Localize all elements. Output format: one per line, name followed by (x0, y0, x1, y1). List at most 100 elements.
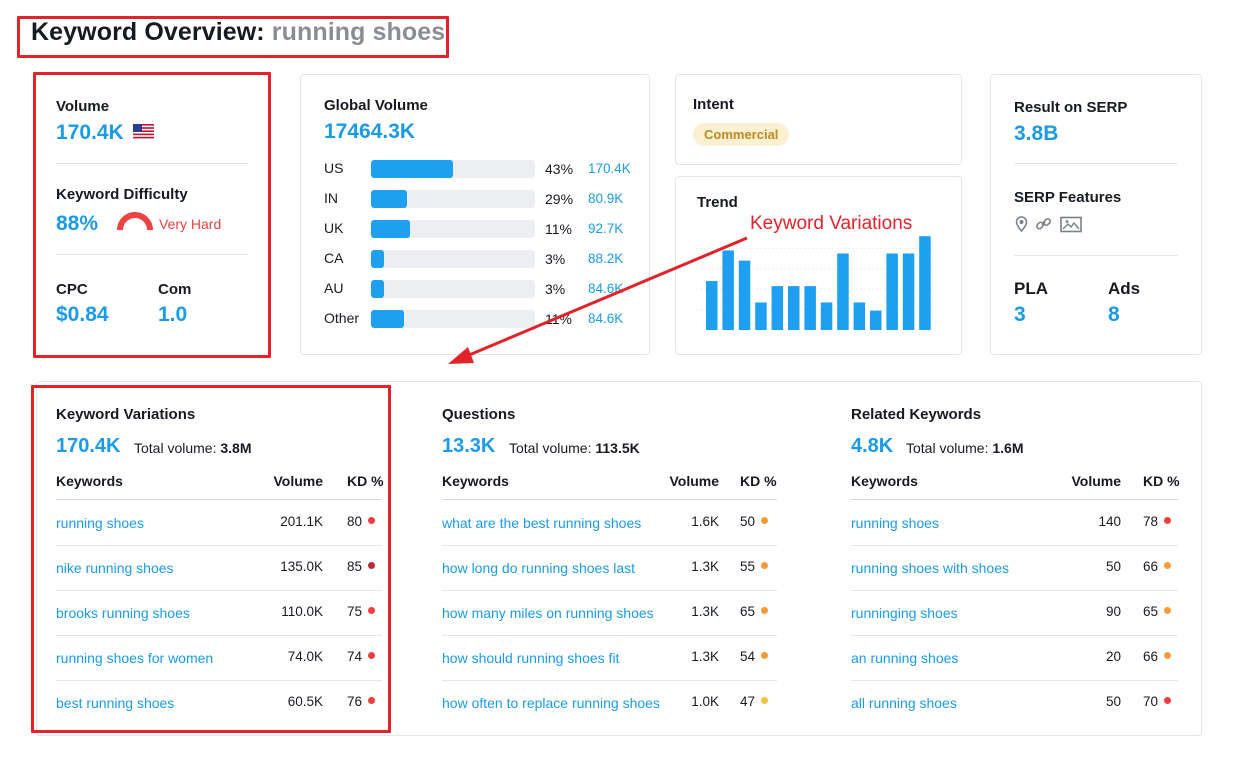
com-label: Com (158, 281, 192, 298)
keyword-volume: 90 (1105, 604, 1121, 619)
keyword-link[interactable]: how should running shoes fit (442, 650, 620, 666)
trend-bar[interactable] (771, 286, 784, 330)
country-code: UK (324, 220, 344, 236)
column-header-volume[interactable]: Volume (1071, 473, 1121, 489)
keyword-kd: 50 (740, 514, 756, 529)
cpc-label: CPC (56, 281, 88, 298)
trend-bar[interactable] (722, 250, 734, 330)
keyword-volume: 20 (1105, 649, 1121, 664)
keyword-link[interactable]: what are the best running shoes (442, 515, 642, 531)
serp-features-label: SERP Features (1014, 189, 1122, 206)
table-title: Questions (442, 406, 516, 423)
trend-bar[interactable] (919, 236, 931, 330)
keyword-volume: 110.0K (281, 604, 323, 619)
country-code: AU (324, 280, 344, 296)
trend-bar[interactable] (820, 302, 833, 330)
annotation-label: Keyword Variations (750, 213, 913, 234)
keyword-link[interactable]: an running shoes (851, 650, 959, 666)
keyword-link[interactable]: how often to replace running shoes (442, 695, 660, 711)
link-icon (1035, 217, 1052, 230)
pla-value: 3 (1014, 303, 1026, 326)
keyword-volume: 1.6K (691, 514, 719, 529)
trend-chart (696, 236, 934, 331)
trend-bar[interactable] (886, 253, 898, 331)
trend-bar[interactable] (902, 253, 915, 331)
total-volume: Total volume: 113.5K (509, 440, 640, 456)
row-divider (442, 590, 777, 591)
total-volume: Total volume: 3.8M (134, 440, 252, 456)
keyword-link[interactable]: best running shoes (56, 695, 175, 711)
country-volume-link[interactable]: 80.9K (588, 191, 624, 206)
trend-bar[interactable] (738, 260, 751, 330)
country-volume-bar (371, 310, 535, 328)
column-header-volume[interactable]: Volume (669, 473, 719, 489)
image-icon (1060, 216, 1082, 233)
trend-bar[interactable] (804, 286, 816, 330)
kd-indicator-dot (761, 652, 768, 659)
kd-value: 88% (56, 212, 99, 235)
table-count[interactable]: 4.8K (851, 435, 894, 457)
volume-value: 170.4K (56, 121, 124, 144)
country-volume-link[interactable]: 88.2K (588, 251, 624, 266)
keyword-link[interactable]: running shoes (851, 515, 939, 531)
keyword-kd: 85 (347, 559, 363, 574)
keyword-link[interactable]: runninging shoes (851, 605, 958, 621)
table-header-divider (442, 499, 777, 500)
trend-bar[interactable] (853, 302, 866, 330)
kd-indicator-dot (761, 607, 768, 614)
keyword-volume: 50 (1105, 559, 1121, 574)
keyword-link[interactable]: nike running shoes (56, 560, 174, 576)
divider (1014, 255, 1178, 256)
serp-result-label: Result on SERP (1014, 99, 1128, 116)
total-volume: Total volume: 1.6M (906, 440, 1024, 456)
kd-indicator-dot (368, 562, 375, 569)
intent-label: Intent (693, 96, 734, 113)
keyword-kd: 66 (1143, 559, 1159, 574)
title-keyword: running shoes (271, 18, 446, 46)
keyword-link[interactable]: how many miles on running shoes (442, 605, 654, 621)
total-volume-label: Total volume: (509, 440, 592, 456)
country-volume-bar-fill (371, 250, 385, 268)
title-highlight-box (17, 16, 449, 58)
country-volume-bar-fill (371, 190, 408, 208)
column-header-kd[interactable]: KD % (347, 473, 384, 489)
keyword-link[interactable]: brooks running shoes (56, 605, 190, 621)
trend-bar[interactable] (755, 302, 767, 330)
country-share: 3% (545, 251, 566, 267)
trend-label: Trend (697, 194, 738, 211)
table-title: Keyword Variations (56, 406, 196, 423)
pla-label: PLA (1014, 279, 1048, 298)
country-code: US (324, 160, 344, 176)
kd-indicator-dot (368, 607, 375, 614)
table-count[interactable]: 170.4K (56, 435, 121, 457)
trend-bar[interactable] (837, 253, 849, 331)
column-header-volume[interactable]: Volume (273, 473, 323, 489)
trend-bar[interactable] (870, 310, 882, 330)
keyword-link[interactable]: all running shoes (851, 695, 957, 711)
country-volume-link[interactable]: 92.7K (588, 221, 624, 236)
column-header-kd[interactable]: KD % (740, 473, 777, 489)
keyword-link[interactable]: running shoes for women (56, 650, 214, 666)
country-volume-bar-fill (371, 310, 404, 328)
kd-indicator-dot (1164, 607, 1171, 614)
country-volume-bar (371, 250, 535, 268)
country-volume-bar (371, 220, 535, 238)
column-header-kd[interactable]: KD % (1143, 473, 1180, 489)
kd-indicator-dot (1164, 562, 1171, 569)
column-header-keywords: Keywords (56, 473, 123, 489)
keyword-kd: 70 (1143, 694, 1159, 709)
country-code: IN (324, 190, 338, 206)
keyword-kd: 66 (1143, 649, 1159, 664)
keyword-link[interactable]: how long do running shoes last (442, 560, 636, 576)
country-volume-link[interactable]: 84.6K (588, 311, 624, 326)
table-count[interactable]: 13.3K (442, 435, 496, 457)
kd-indicator-dot (761, 517, 768, 524)
keyword-link[interactable]: running shoes with shoes (851, 560, 1009, 576)
cpc-value: $0.84 (56, 303, 109, 326)
trend-bar[interactable] (706, 281, 718, 330)
country-volume-link[interactable]: 170.4K (588, 161, 631, 176)
trend-bar[interactable] (788, 286, 800, 330)
country-volume-row: CA 3% 88.2K (324, 250, 644, 268)
keyword-link[interactable]: running shoes (56, 515, 144, 531)
kd-level: Very Hard (159, 216, 222, 232)
